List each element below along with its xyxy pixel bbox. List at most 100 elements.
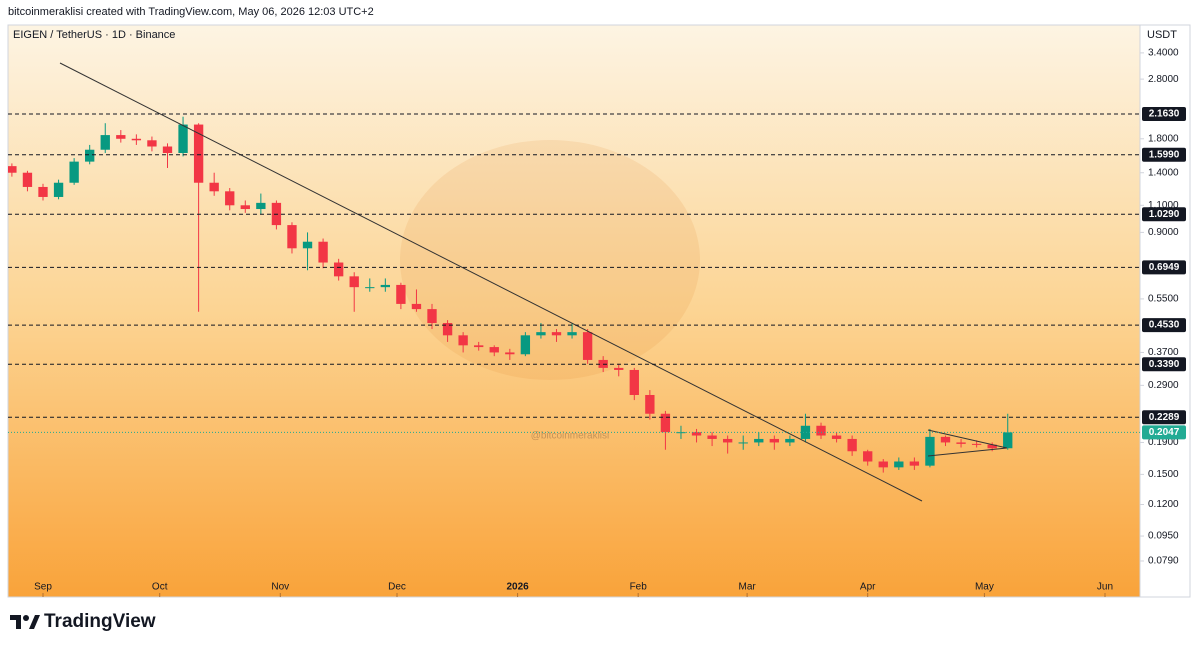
candle-body bbox=[302, 241, 313, 249]
candle-body bbox=[816, 425, 826, 436]
level-label: 1.0290 bbox=[1149, 209, 1180, 220]
candle-body bbox=[831, 435, 842, 439]
candle-body bbox=[894, 461, 904, 468]
watermark-logo bbox=[400, 140, 700, 380]
y-tick-label: 1.1000 bbox=[1148, 200, 1179, 211]
candle-body bbox=[85, 149, 95, 162]
candle-body bbox=[256, 202, 266, 210]
y-tick-label: 0.0790 bbox=[1148, 556, 1179, 567]
candle-body bbox=[956, 442, 966, 444]
candle-body bbox=[925, 436, 935, 466]
candle-body bbox=[8, 166, 17, 173]
x-tick-label: Jun bbox=[1097, 582, 1113, 593]
chart-title: EIGEN / TetherUS · 1D · Binance bbox=[13, 29, 175, 41]
credit: bitcoinmeraklisi created with TradingVie… bbox=[8, 6, 374, 18]
candle-body bbox=[707, 435, 717, 439]
candle-body bbox=[645, 394, 655, 414]
y-tick-label: 1.4000 bbox=[1148, 167, 1179, 178]
candle-body bbox=[53, 182, 64, 197]
candle-body bbox=[365, 287, 375, 289]
candle-body bbox=[240, 205, 250, 210]
y-tick-label: 0.1900 bbox=[1148, 437, 1179, 448]
watermark: @bitcoinmeraklisi bbox=[531, 431, 610, 442]
candle-body bbox=[582, 332, 593, 360]
plot-background bbox=[8, 25, 1140, 597]
candle-body bbox=[287, 225, 297, 249]
x-tick-label: Nov bbox=[271, 582, 289, 593]
level-label-box bbox=[1142, 410, 1186, 425]
level-label: 1.5990 bbox=[1149, 149, 1180, 160]
candle-body bbox=[847, 438, 857, 452]
candle-body bbox=[878, 461, 888, 468]
level-label-box bbox=[1142, 357, 1186, 372]
candle-body bbox=[474, 345, 484, 348]
candle-body bbox=[396, 284, 406, 304]
candle-body bbox=[38, 186, 48, 197]
level-label: 0.3390 bbox=[1149, 359, 1180, 370]
y-tick-label: 0.2900 bbox=[1148, 380, 1179, 391]
candle-body bbox=[940, 436, 951, 443]
y-tick-label: 0.0950 bbox=[1148, 531, 1179, 542]
y-tick-label: 0.1200 bbox=[1148, 499, 1179, 510]
candle-body bbox=[131, 138, 142, 141]
brand-logo bbox=[10, 615, 40, 629]
candle-body bbox=[349, 276, 359, 288]
candle-body bbox=[520, 335, 531, 355]
x-tick-label: Oct bbox=[152, 582, 168, 593]
y-tick-label: 0.1500 bbox=[1148, 469, 1179, 480]
candle-body bbox=[333, 262, 344, 277]
y-tick-label: 1.8000 bbox=[1148, 133, 1179, 144]
brand: TradingView bbox=[44, 611, 156, 632]
x-tick-label: Feb bbox=[630, 582, 648, 593]
candle-body bbox=[458, 335, 468, 346]
y-tick-label: 3.4000 bbox=[1148, 48, 1179, 59]
y-tick-label: 0.9000 bbox=[1148, 227, 1179, 238]
candle-body bbox=[147, 140, 157, 147]
candle-body bbox=[162, 146, 173, 154]
candle-body bbox=[691, 432, 702, 436]
level-label-box bbox=[1142, 207, 1186, 222]
candle-body bbox=[1003, 432, 1013, 449]
level-label-box bbox=[1142, 318, 1186, 333]
candle-body bbox=[722, 438, 733, 443]
level-label: 2.1630 bbox=[1149, 109, 1180, 120]
level-label: 0.4530 bbox=[1149, 320, 1180, 331]
y-tick-label: 2.8000 bbox=[1148, 74, 1179, 85]
candle-body bbox=[318, 241, 328, 263]
candle-body bbox=[411, 303, 422, 310]
chart-frame bbox=[7, 24, 1191, 598]
candle-body bbox=[193, 124, 204, 183]
x-tick-label: 2026 bbox=[506, 582, 529, 593]
candle-body bbox=[427, 309, 437, 324]
candle-body bbox=[909, 461, 920, 466]
candle-body bbox=[100, 135, 110, 150]
x-tick-label: Apr bbox=[860, 582, 876, 593]
candle-body bbox=[987, 444, 997, 449]
candle-body bbox=[178, 124, 188, 154]
candle-body bbox=[863, 451, 873, 462]
plot bbox=[8, 116, 1013, 473]
x-tick-label: May bbox=[975, 582, 994, 593]
trend-line bbox=[59, 62, 923, 502]
candle-body bbox=[754, 438, 764, 443]
candle-body bbox=[116, 135, 126, 139]
level-label: 0.6949 bbox=[1149, 262, 1180, 273]
triangle-pattern bbox=[927, 429, 1008, 457]
candle-body bbox=[800, 425, 811, 439]
x-tick-label: Sep bbox=[34, 582, 52, 593]
level-label: 0.2289 bbox=[1149, 412, 1180, 423]
candle-body bbox=[738, 442, 748, 444]
x-tick-label: Dec bbox=[388, 582, 406, 593]
candle-body bbox=[660, 413, 671, 433]
last-price-label: 0.2047 bbox=[1149, 427, 1180, 438]
candle-body bbox=[769, 438, 780, 443]
y-tick-label: 0.5500 bbox=[1148, 294, 1179, 305]
candle-body bbox=[536, 332, 546, 336]
candle-body bbox=[22, 172, 33, 187]
level-label-box bbox=[1142, 147, 1186, 162]
candle-body bbox=[505, 352, 515, 355]
candle-body bbox=[209, 182, 219, 192]
candle-body bbox=[785, 438, 795, 443]
